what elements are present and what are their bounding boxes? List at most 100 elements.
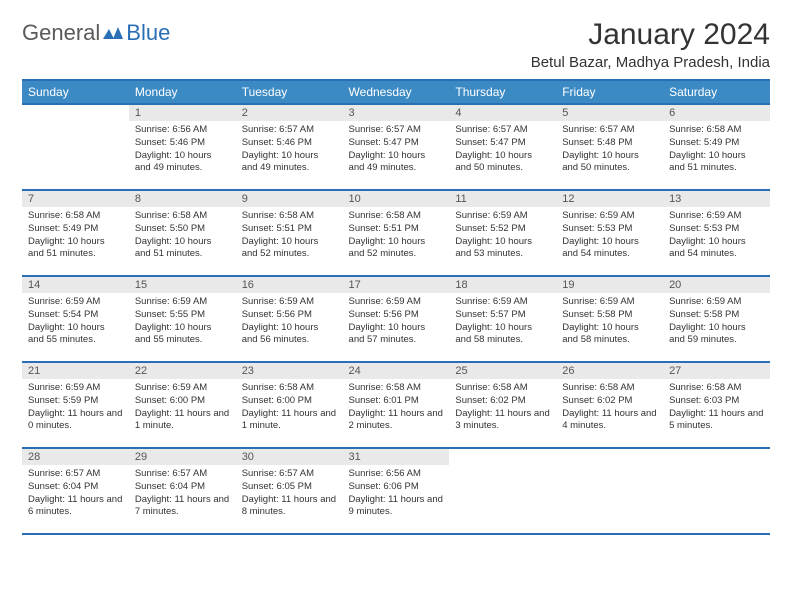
- day-info: Sunrise: 6:58 AMSunset: 5:49 PMDaylight:…: [22, 207, 129, 265]
- day-number: 22: [129, 363, 236, 379]
- day-info: Sunrise: 6:59 AMSunset: 5:53 PMDaylight:…: [663, 207, 770, 265]
- table-row: 21Sunrise: 6:59 AMSunset: 5:59 PMDayligh…: [22, 362, 770, 448]
- day-cell: 21Sunrise: 6:59 AMSunset: 5:59 PMDayligh…: [22, 362, 129, 448]
- sunset-text: Sunset: 5:59 PM: [28, 395, 123, 408]
- day-cell: 20Sunrise: 6:59 AMSunset: 5:58 PMDayligh…: [663, 276, 770, 362]
- sunset-text: Sunset: 5:46 PM: [135, 137, 230, 150]
- sunrise-text: Sunrise: 6:59 AM: [135, 382, 230, 395]
- day-info: Sunrise: 6:59 AMSunset: 5:52 PMDaylight:…: [449, 207, 556, 265]
- col-thursday: Thursday: [449, 80, 556, 104]
- day-number: 12: [556, 191, 663, 207]
- day-cell: 12 Sunrise: 6:59 AMSunset: 5:53 PMDayligh…: [556, 190, 663, 276]
- col-sunday: Sunday: [22, 80, 129, 104]
- daylight-text: Daylight: 11 hours and 9 minutes.: [349, 494, 444, 520]
- daylight-text: Daylight: 10 hours and 49 minutes.: [349, 150, 444, 176]
- sunrise-text: Sunrise: 6:59 AM: [28, 296, 123, 309]
- day-cell: 13Sunrise: 6:59 AMSunset: 5:53 PMDayligh…: [663, 190, 770, 276]
- table-row: 7Sunrise: 6:58 AMSunset: 5:49 PMDaylight…: [22, 190, 770, 276]
- day-number: 20: [663, 277, 770, 293]
- sunset-text: Sunset: 5:49 PM: [28, 223, 123, 236]
- day-number: 27: [663, 363, 770, 379]
- sunset-text: Sunset: 6:02 PM: [455, 395, 550, 408]
- day-number: 1: [129, 105, 236, 121]
- day-info: Sunrise: 6:58 AMSunset: 6:02 PMDaylight:…: [556, 379, 663, 437]
- sunset-text: Sunset: 6:04 PM: [135, 481, 230, 494]
- sunset-text: Sunset: 6:02 PM: [562, 395, 657, 408]
- table-row: 14Sunrise: 6:59 AMSunset: 5:54 PMDayligh…: [22, 276, 770, 362]
- sunset-text: Sunset: 5:50 PM: [135, 223, 230, 236]
- day-number: 21: [22, 363, 129, 379]
- daylight-text: Daylight: 10 hours and 51 minutes.: [669, 150, 764, 176]
- sunrise-text: Sunrise: 6:57 AM: [28, 468, 123, 481]
- day-info: Sunrise: 6:58 AMSunset: 5:51 PMDaylight:…: [343, 207, 450, 265]
- daylight-text: Daylight: 11 hours and 6 minutes.: [28, 494, 123, 520]
- day-info: Sunrise: 6:58 AMSunset: 5:51 PMDaylight:…: [236, 207, 343, 265]
- daylight-text: Daylight: 10 hours and 57 minutes.: [349, 322, 444, 348]
- day-cell: 9Sunrise: 6:58 AMSunset: 5:51 PMDaylight…: [236, 190, 343, 276]
- day-info: Sunrise: 6:59 AMSunset: 5:58 PMDaylight:…: [556, 293, 663, 351]
- day-cell: 3Sunrise: 6:57 AMSunset: 5:47 PMDaylight…: [343, 104, 450, 190]
- day-number: 15: [129, 277, 236, 293]
- sunset-text: Sunset: 5:58 PM: [562, 309, 657, 322]
- sunrise-text: Sunrise: 6:58 AM: [349, 382, 444, 395]
- calendar-body: 1 Sunrise: 6:56 AMSunset: 5:46 PM Daylight…: [22, 104, 770, 535]
- day-info: Sunrise: 6:58 AMSunset: 5:50 PMDaylight:…: [129, 207, 236, 265]
- sunset-text: Sunset: 5:56 PM: [242, 309, 337, 322]
- sunrise-text: Sunrise: 6:58 AM: [135, 210, 230, 223]
- daylight-text: Daylight: 11 hours and 8 minutes.: [242, 494, 337, 520]
- sunset-text: Sunset: 6:05 PM: [242, 481, 337, 494]
- sunset-text: Sunset: 5:51 PM: [349, 223, 444, 236]
- daylight-text: Daylight: 11 hours and 2 minutes.: [349, 408, 444, 434]
- day-cell: 28Sunrise: 6:57 AMSunset: 6:04 PMDayligh…: [22, 448, 129, 534]
- wave-icon: [102, 25, 124, 41]
- sunset-text: Sunset: 5:48 PM: [562, 137, 657, 150]
- day-cell: 24Sunrise: 6:58 AMSunset: 6:01 PMDayligh…: [343, 362, 450, 448]
- sunrise-text: Sunrise: 6:59 AM: [455, 296, 550, 309]
- day-cell: 4Sunrise: 6:57 AMSunset: 5:47 PMDaylight…: [449, 104, 556, 190]
- day-number: 3: [343, 105, 450, 121]
- sunrise-text: Sunrise: 6:58 AM: [349, 210, 444, 223]
- sunset-text: Sunset: 6:01 PM: [349, 395, 444, 408]
- daylight-text: Daylight: 10 hours and 58 minutes.: [455, 322, 550, 348]
- sunset-text: Sunset: 5:47 PM: [349, 137, 444, 150]
- brand-logo: General Blue: [22, 20, 170, 46]
- day-info: Sunrise: 6:59 AMSunset: 5:59 PMDaylight:…: [22, 379, 129, 437]
- day-number: 25: [449, 363, 556, 379]
- sunset-text: Sunset: 5:51 PM: [242, 223, 337, 236]
- day-info: Sunrise: 6:59 AMSunset: 5:57 PMDaylight:…: [449, 293, 556, 351]
- sunrise-text: Sunrise: 6:58 AM: [242, 382, 337, 395]
- daylight-text: Daylight: 10 hours and 54 minutes.: [669, 236, 764, 262]
- sunrise-text: Sunrise: 6:59 AM: [562, 210, 657, 223]
- col-friday: Friday: [556, 80, 663, 104]
- daylight-text: Daylight: 10 hours and 52 minutes.: [349, 236, 444, 262]
- day-cell: [22, 104, 129, 190]
- sunset-text: Sunset: 6:04 PM: [28, 481, 123, 494]
- day-number: 18: [449, 277, 556, 293]
- sunset-text: Sunset: 5:53 PM: [669, 223, 764, 236]
- sunrise-text: Sunrise: 6:58 AM: [242, 210, 337, 223]
- col-wednesday: Wednesday: [343, 80, 450, 104]
- day-number: 2: [236, 105, 343, 121]
- daylight-text: Daylight: 11 hours and 5 minutes.: [669, 408, 764, 434]
- sunrise-text: Sunrise: 6:58 AM: [28, 210, 123, 223]
- day-info: Sunrise: 6:58 AMSunset: 6:02 PMDaylight:…: [449, 379, 556, 437]
- sunrise-text: Sunrise: 6:56 AM: [135, 124, 230, 137]
- brand-first: General: [22, 20, 100, 46]
- day-cell: 19Sunrise: 6:59 AMSunset: 5:58 PMDayligh…: [556, 276, 663, 362]
- month-title: January 2024: [531, 18, 770, 52]
- day-cell: 31Sunrise: 6:56 AMSunset: 6:06 PMDayligh…: [343, 448, 450, 534]
- sunset-text: Sunset: 5:53 PM: [562, 223, 657, 236]
- table-row: 1 Sunrise: 6:56 AMSunset: 5:46 PM Daylight…: [22, 104, 770, 190]
- daylight-text: Daylight: 10 hours and 54 minutes.: [562, 236, 657, 262]
- day-info: Sunrise: 6:57 AMSunset: 6:04 PMDaylight:…: [129, 465, 236, 523]
- day-number: 24: [343, 363, 450, 379]
- day-number: 6: [663, 105, 770, 121]
- page-header: General Blue January 2024 Betul Bazar, M…: [22, 18, 770, 71]
- day-info: Sunrise: 6:58 AMSunset: 6:01 PMDaylight:…: [343, 379, 450, 437]
- day-cell: 29Sunrise: 6:57 AMSunset: 6:04 PMDayligh…: [129, 448, 236, 534]
- daylight-text: Daylight: 10 hours and 55 minutes.: [135, 322, 230, 348]
- sunset-text: Sunset: 5:56 PM: [349, 309, 444, 322]
- sunrise-text: Sunrise: 6:57 AM: [562, 124, 657, 137]
- sunrise-text: Sunrise: 6:59 AM: [669, 296, 764, 309]
- day-info: Sunrise: 6:59 AMSunset: 5:55 PMDaylight:…: [129, 293, 236, 351]
